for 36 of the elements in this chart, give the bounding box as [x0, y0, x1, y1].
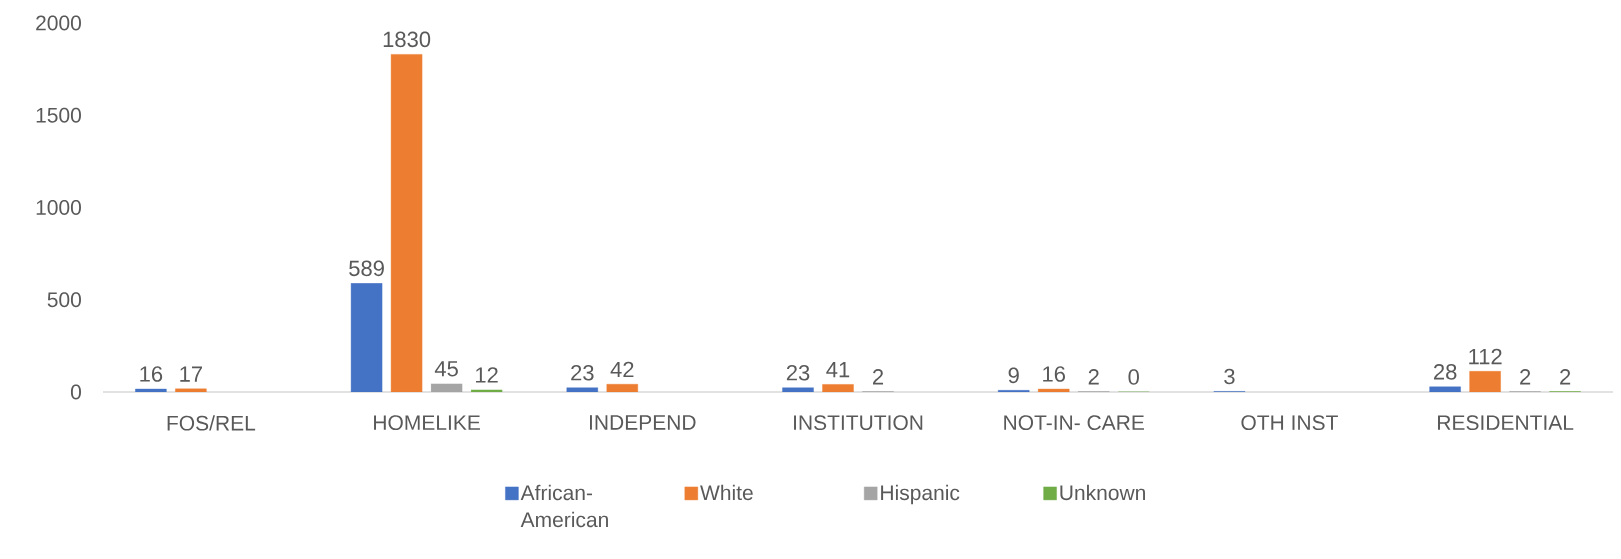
x-tick-label: INDEPEND — [589, 415, 696, 430]
data-label: 16 — [1043, 366, 1065, 382]
data-label: 589 — [349, 260, 384, 277]
data-label: 2 — [1088, 369, 1099, 385]
data-label: 3 — [1224, 368, 1235, 385]
x-tick-label: NOT-IN- CARE — [1004, 415, 1144, 431]
data-label: 1830 — [383, 31, 431, 48]
x-tick-label: INSTITUTION — [794, 415, 923, 431]
x-tick-label: FOS/REL — [167, 415, 256, 431]
data-label: 28 — [1434, 364, 1457, 380]
data-label: 45 — [434, 361, 458, 377]
data-label: 2 — [873, 369, 884, 385]
legend-label: White — [700, 484, 753, 501]
y-tick-label: 2000 — [36, 15, 81, 31]
legend-label: Unknown — [1060, 484, 1145, 501]
data-label: 9 — [1008, 367, 1019, 384]
data-label: 16 — [140, 366, 163, 382]
data-label: 2 — [1560, 369, 1571, 385]
data-label: 41 — [826, 362, 850, 378]
data-label: 12 — [476, 367, 498, 383]
legend-label: Hispanic — [881, 484, 960, 505]
data-label: 23 — [571, 364, 594, 381]
x-tick-label: HOMELIKE — [374, 415, 480, 431]
data-label: 42 — [610, 361, 634, 378]
y-tick-label: 1500 — [36, 107, 81, 123]
y-tick-label: 0 — [70, 384, 81, 400]
data-label: 23 — [786, 364, 810, 381]
data-label: 112 — [1469, 348, 1502, 365]
data-label: 2 — [1520, 369, 1531, 385]
legend-label: African-American — [520, 484, 608, 528]
y-tick-label: 500 — [47, 292, 81, 308]
x-tick-label: OTH INST — [1241, 415, 1338, 431]
y-tick-label: 1000 — [36, 200, 81, 215]
data-label: 0 — [1128, 369, 1139, 385]
data-label: 17 — [180, 366, 203, 382]
x-tick-label: RESIDENTIAL — [1438, 415, 1574, 431]
